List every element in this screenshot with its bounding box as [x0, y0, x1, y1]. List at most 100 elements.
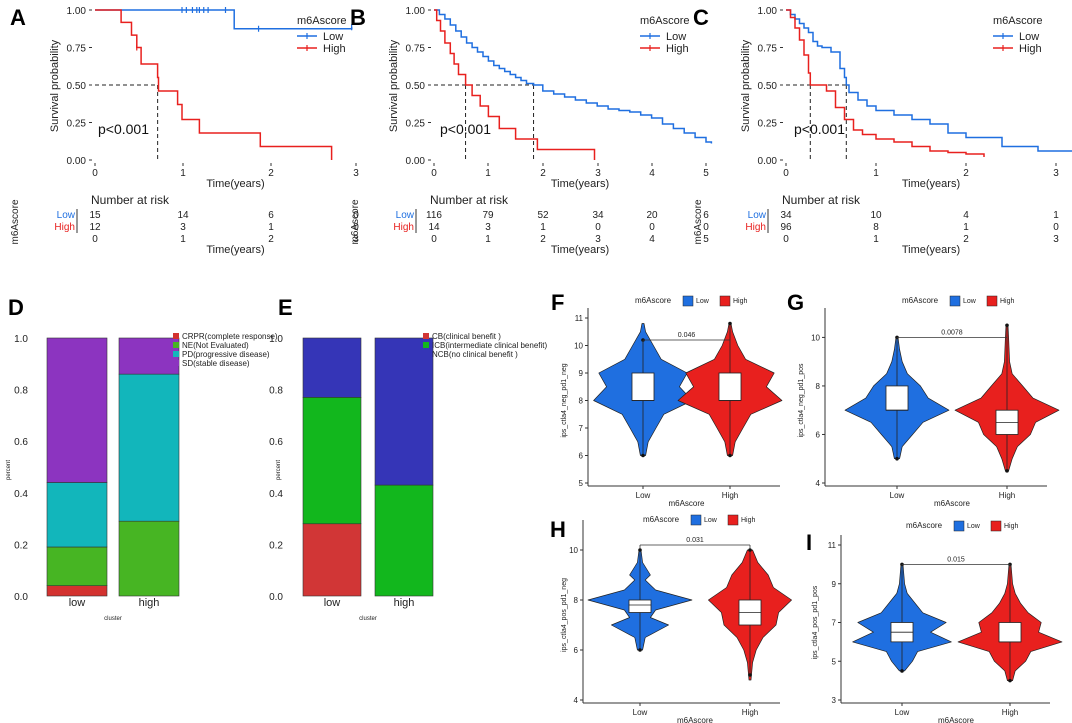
risk-count-low: 34 — [780, 210, 792, 221]
panel-letter: A — [10, 5, 26, 30]
bar-segment-ne — [46, 546, 108, 586]
risk-table-title: Number at risk — [430, 193, 509, 207]
x-tick-label: High — [722, 491, 738, 500]
y-tick-label: 6 — [816, 430, 821, 439]
y-tick-label: 0.00 — [758, 156, 778, 167]
panel-letter: B — [350, 5, 366, 30]
y-tick-label: 7 — [579, 424, 584, 433]
x-axis-label: cluster — [104, 616, 122, 622]
risk-count-low: 34 — [592, 210, 604, 221]
panel-letter: G — [787, 290, 804, 315]
x-tick-label: 2 — [540, 168, 546, 179]
y-tick-label: 5 — [832, 657, 837, 666]
bar-segment-ne — [118, 520, 180, 597]
y-tick-label: 8 — [816, 382, 821, 391]
y-tick-label: 0.0 — [14, 592, 28, 603]
panel-letter: C — [693, 5, 709, 30]
risk-x-label: Time(years) — [902, 244, 960, 256]
x-tick-label: Low — [633, 708, 648, 717]
x-tick-label: 0 — [431, 168, 437, 179]
risk-group-low: Low — [396, 210, 415, 221]
survival-curve-high — [95, 9, 333, 160]
risk-group-high: High — [393, 222, 414, 233]
y-tick-label: 10 — [811, 333, 820, 342]
y-tick-label: 6 — [579, 452, 584, 461]
x-tick-label: Low — [895, 708, 910, 717]
bar-segment-sd — [118, 337, 180, 375]
x-tick-label: 5 — [703, 168, 709, 179]
y-axis-label: ips_ctla4_pos_pd1_neg — [561, 578, 568, 652]
risk-count-high: 0 — [595, 222, 601, 233]
y-tick-label: 0.25 — [67, 119, 87, 130]
risk-x-tick: 0 — [783, 234, 789, 245]
risk-count-low: 4 — [963, 210, 969, 221]
risk-count-high: 3 — [180, 222, 186, 233]
legend-title: m6Ascore — [643, 515, 680, 524]
x-axis-label: m6Ascore — [934, 499, 971, 508]
outlier-point — [728, 321, 732, 326]
risk-count-low: 15 — [89, 210, 101, 221]
y-tick-label: 6 — [574, 646, 579, 655]
legend-label: CRPR(complete response) — [182, 332, 278, 341]
box — [628, 599, 652, 613]
panel-letter: I — [806, 530, 812, 555]
y-tick-label: 4 — [574, 696, 579, 705]
legend-swatch — [990, 520, 1002, 532]
risk-count-high: 14 — [428, 222, 440, 233]
p-value: 0.046 — [678, 332, 696, 339]
y-tick-label: 0.8 — [269, 386, 283, 397]
legend-label: Low — [696, 298, 710, 305]
survival-curve-low — [434, 9, 713, 144]
p-value: 0.0078 — [941, 329, 963, 336]
risk-table-ylabel: m6Ascore — [693, 199, 704, 244]
legend-label: High — [323, 43, 346, 55]
legend-title: m6Ascore — [635, 296, 672, 305]
legend-swatch — [173, 351, 179, 357]
x-tick-label: High — [742, 708, 758, 717]
risk-count-high: 96 — [780, 222, 792, 233]
panel-letter: F — [551, 290, 564, 315]
y-tick-label: 9 — [832, 580, 837, 589]
survival-curve-high — [786, 9, 985, 157]
y-tick-label: 1.00 — [406, 6, 426, 17]
legend-label: Low — [666, 31, 686, 43]
outlier-point — [895, 456, 899, 461]
outlier-point — [1008, 678, 1012, 683]
x-tick-label: high — [139, 597, 160, 609]
legend-label: Low — [967, 523, 981, 530]
legend-swatch — [423, 351, 429, 357]
y-tick-label: 8 — [574, 596, 579, 605]
x-tick-label: high — [394, 597, 415, 609]
legend-swatch — [682, 295, 694, 307]
x-tick-label: 3 — [353, 168, 359, 179]
legend-swatch — [690, 514, 702, 526]
risk-x-label: Time(years) — [551, 244, 609, 256]
bar-segment-icb — [302, 397, 362, 525]
bar-panel-E: E 0.0 0.2 0.4 0.6 0.8 1.0 percent low high cluster… — [269, 295, 547, 622]
outlier-point — [728, 453, 732, 458]
risk-count-high: 1 — [963, 222, 969, 233]
y-tick-label: 0.75 — [67, 44, 87, 55]
outlier-point — [1005, 469, 1009, 473]
risk-count-low: 6 — [268, 210, 274, 221]
bar-segment-crpr — [46, 585, 108, 597]
x-tick-label: 3 — [595, 168, 601, 179]
y-tick-label: 5 — [579, 479, 584, 488]
risk-count-high: 3 — [485, 222, 491, 233]
y-tick-label: 0.25 — [406, 119, 426, 130]
legend-label: High — [1000, 298, 1015, 305]
legend-title: m6Ascore — [902, 296, 939, 305]
y-tick-label: 9 — [579, 369, 584, 378]
outlier-point — [748, 673, 752, 677]
y-tick-label: 11 — [575, 314, 584, 323]
legend-label: NE(Not Evaluated) — [182, 341, 249, 350]
risk-x-tick: 0 — [431, 234, 437, 245]
legend-label: NCB(no clinical benefit ) — [432, 350, 518, 359]
y-tick-label: 0.2 — [269, 540, 283, 551]
bar-segment-cb — [302, 523, 362, 597]
risk-x-tick: 3 — [595, 234, 601, 245]
legend-label: High — [666, 43, 689, 55]
y-tick-label: 0.50 — [758, 81, 778, 92]
